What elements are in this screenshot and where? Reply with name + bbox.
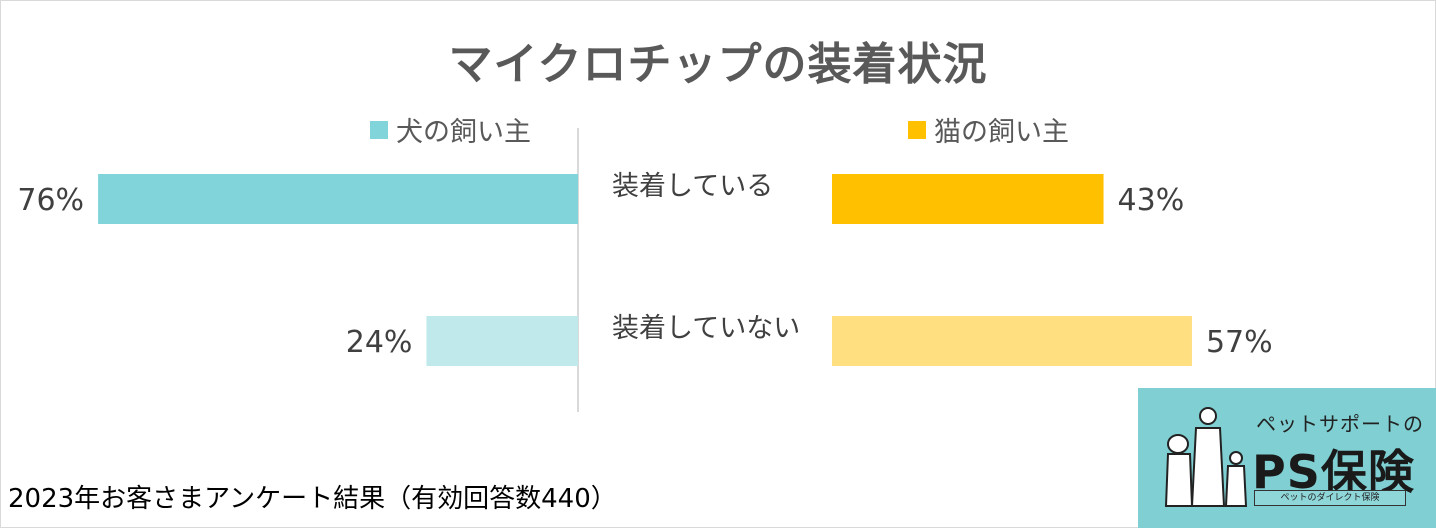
category-label-0: 装着している	[612, 171, 773, 202]
legend-swatch-dog	[370, 120, 388, 139]
legend-cat: 猫の飼い主	[908, 110, 1069, 149]
bar-cat-0	[832, 174, 1104, 224]
logo-tagline: ペットサポートの	[1256, 412, 1424, 436]
pet-owner-illustration-icon	[1164, 407, 1248, 507]
logo-subline: ペットのダイレクト保険	[1254, 490, 1406, 506]
brand-logo: ペットサポートの PS保険 ペットのダイレクト保険	[1138, 388, 1436, 528]
category-label-1: 装着していない	[612, 313, 800, 344]
legend-swatch-cat	[908, 120, 926, 139]
legend-label-dog: 犬の飼い主	[396, 117, 531, 148]
data-label-dog-0: 76%	[17, 183, 84, 218]
data-label-dog-1: 24%	[346, 325, 413, 360]
legend-label-cat: 猫の飼い主	[934, 117, 1069, 148]
data-label-cat-0: 43%	[1118, 183, 1185, 218]
data-label-cat-1: 57%	[1206, 325, 1273, 360]
legend-dog: 犬の飼い主	[370, 110, 531, 149]
bar-dog-1	[426, 316, 578, 366]
footnote: 2023年お客さまアンケート結果（有効回答数440）	[8, 484, 617, 514]
bar-cat-1	[832, 316, 1192, 366]
chart-title: マイクロチップの装着状況	[448, 39, 988, 90]
bar-dog-0	[98, 174, 578, 224]
